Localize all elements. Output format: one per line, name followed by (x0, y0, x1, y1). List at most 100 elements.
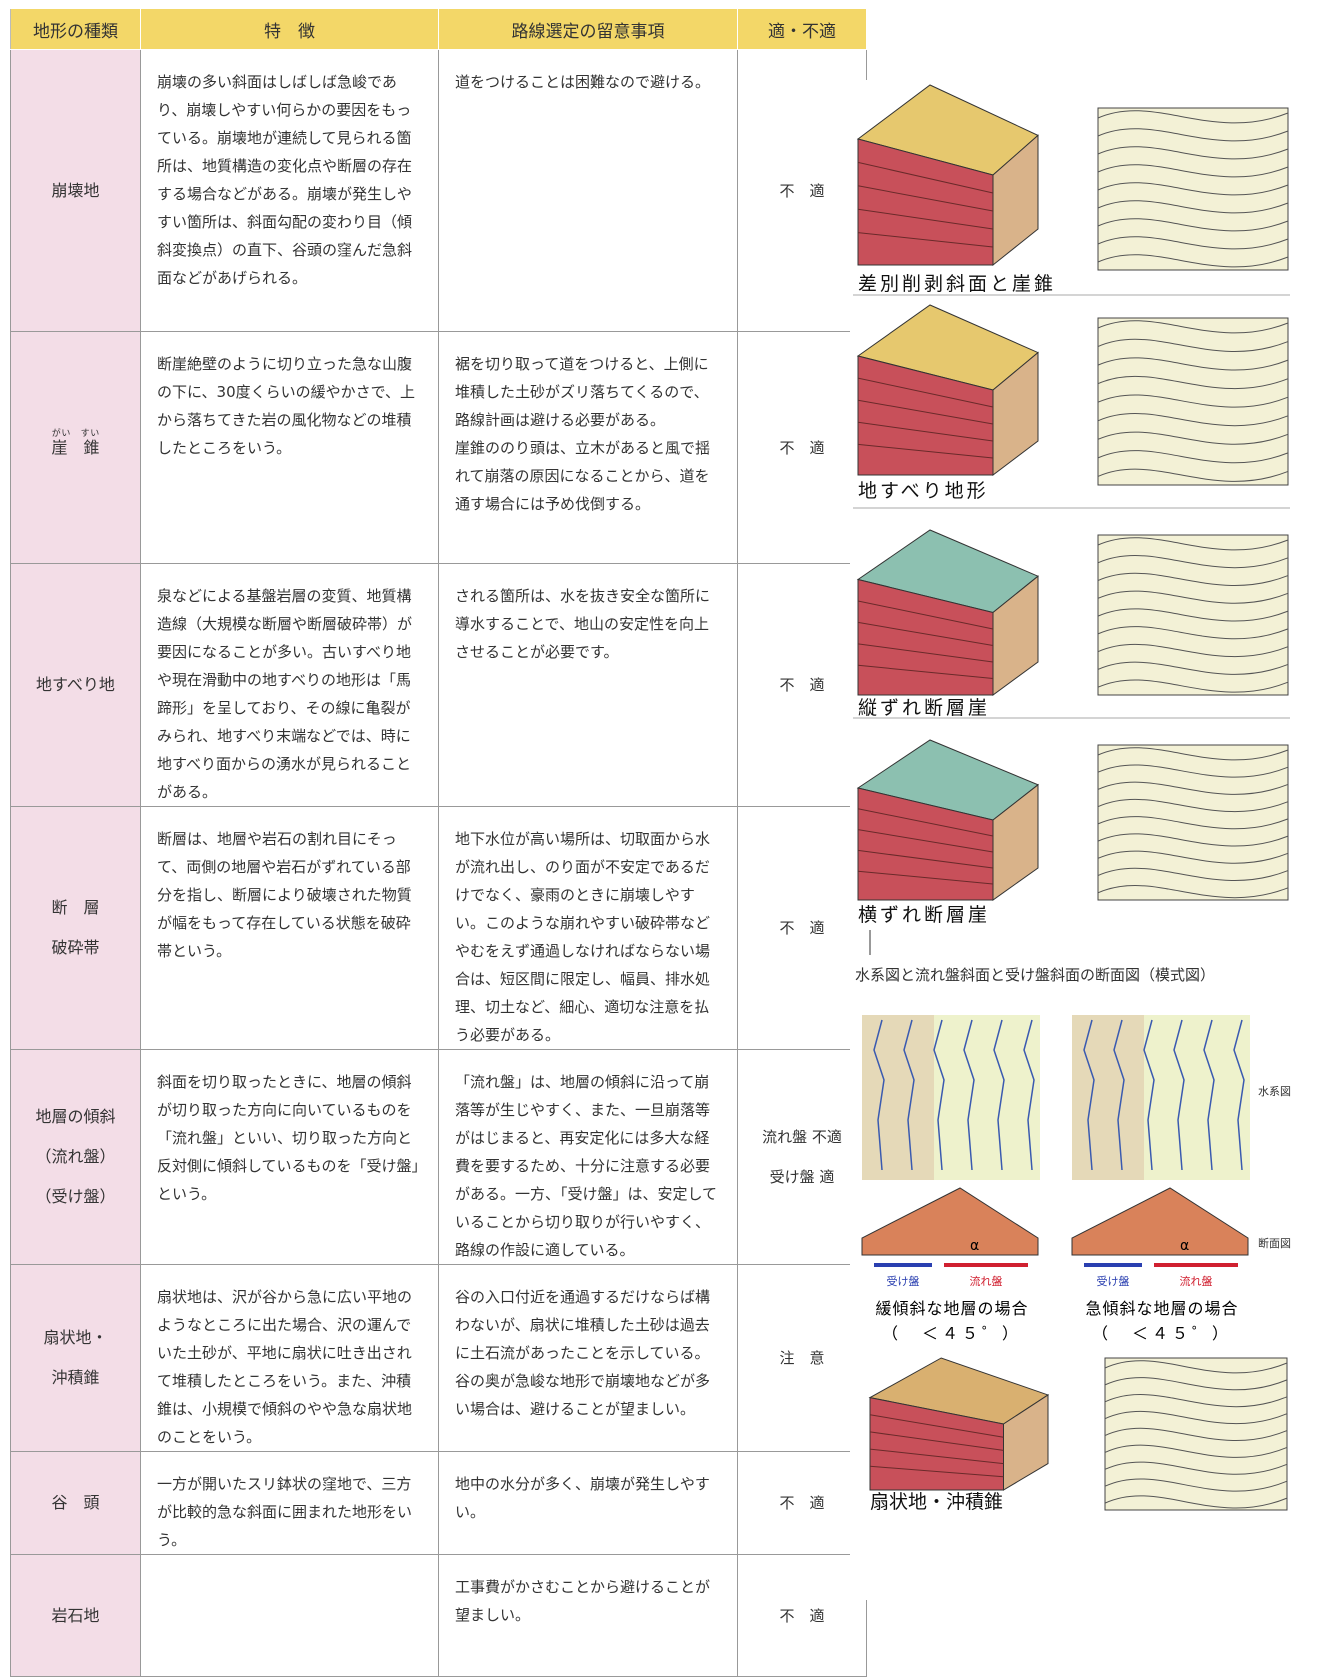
strata (857, 600, 994, 630)
figure-caption: 差別削剥斜面と崖錐 (858, 273, 1056, 295)
feature: 崩壊の多い斜面はしばしば急峻であり、崩壊しやすい何らかの要因をもっている。崩壊地… (140, 49, 439, 332)
table-body: 崩壊地 崩壊の多い斜面はしばしば急峻であり、崩壊しやすい何らかの要因をもっている。… (10, 49, 867, 1677)
table-row: 地層の傾斜 （流れ盤） （受け盤） 斜面を切り取ったときに、地層の傾斜が切り取った… (10, 1049, 867, 1265)
drainage-title: 水系図と流れ盤斜面と受け盤斜面の断面図（模式図） (855, 966, 1215, 984)
contour (1097, 450, 1289, 464)
terrain-type: 崖 錐がい すい (10, 331, 141, 564)
suitability: 不 適 (737, 331, 867, 564)
contour (1097, 375, 1289, 390)
feature: 断崖絶壁のように切り立った急な山腹の下に、30度くらいの緩やかさで、上から落ちて… (140, 331, 439, 564)
terrain-table: 地形の種類特 徴路線選定の留意事項 適・不適 崩壊地 崩壊の多い斜面はしばしば急峻で… (10, 8, 867, 1677)
contour (1097, 850, 1289, 864)
strata (857, 664, 994, 679)
stream (963, 1019, 975, 1171)
strata (857, 161, 994, 194)
section-label: 断面図 (1258, 1236, 1291, 1250)
notes: 地中の水分が多く、崩壊が発生しやすい。 (438, 1451, 738, 1555)
contour (1097, 394, 1289, 408)
feature: 扇状地は、沢が谷から急に広い平地のようなところに出た場合、沢の運んでいた土砂が、… (140, 1264, 439, 1452)
table-row: 地すべり地 泉などによる基盤岩層の変質、地質構造線（大規模な断層や断層破砕帯）が要… (10, 563, 867, 807)
contour (1097, 338, 1289, 352)
case-label: 緩傾斜な地層の場合 (875, 1299, 1028, 1318)
contour (1097, 626, 1289, 640)
feature: 斜面を切り取ったときに、地層の傾斜が切り取った方向に向いているものを「流れ盤」と… (140, 1049, 439, 1265)
contour (1097, 643, 1289, 658)
terrain-type-text: 崖 錐 (51, 437, 100, 457)
contour (1097, 555, 1289, 569)
stream (993, 1019, 1005, 1171)
contour (1097, 816, 1289, 830)
contour (1104, 1444, 1288, 1458)
contour (1097, 885, 1289, 899)
stream (1173, 1019, 1185, 1171)
strata (857, 443, 994, 459)
contour (1104, 1427, 1288, 1441)
contour (1097, 110, 1289, 124)
contour (1097, 679, 1289, 693)
contour (1104, 1478, 1288, 1492)
contour (1097, 572, 1289, 586)
figure-caption: 地すべり地形 (858, 480, 989, 502)
cross-section (861, 1187, 1039, 1256)
ruby: 崖 錐がい すい (51, 429, 100, 457)
receiving-bar (1084, 1263, 1142, 1267)
terrain-type: 崩壊地 (10, 49, 141, 332)
terrain-type-text: 谷 頭 (51, 1493, 100, 1512)
terrain-type: 地すべり地 (10, 563, 141, 807)
suitability: 不 適 (737, 563, 867, 807)
figure-caption: 横ずれ断層崖 (858, 904, 990, 926)
contour (1097, 781, 1289, 795)
stream (1233, 1019, 1245, 1171)
strata (869, 1431, 1004, 1451)
contour (1097, 357, 1289, 371)
contour (1104, 1360, 1288, 1374)
flowing-label: 流れ盤 (970, 1274, 1003, 1288)
terrain-type-text: 断 層 破砕帯 (51, 898, 100, 957)
figure-caption: 縦ずれ断層崖 (858, 697, 990, 719)
contour (1097, 218, 1289, 232)
receiving-label: 受け盤 (1097, 1275, 1130, 1288)
drainage-right (1144, 1015, 1250, 1180)
strata (857, 621, 994, 646)
notes: 「流れ盤」は、地層の傾斜に沿って崩落等が生じやすく、また、一旦崩落等がはじまると… (438, 1049, 738, 1265)
header-cell: 地形の種類 (10, 8, 141, 50)
strata (857, 208, 994, 230)
contour (1097, 413, 1289, 427)
strata (869, 1414, 1004, 1438)
contour (1097, 164, 1289, 178)
receiving-bar (874, 1263, 932, 1267)
drainage-left (1072, 1015, 1144, 1180)
block-side (992, 351, 1039, 477)
table-row: 崩壊地 崩壊の多い斜面はしばしば急峻であり、崩壊しやすい何らかの要因をもっている。… (10, 49, 867, 332)
notes: 谷の入口付近を通過するだけならば構わないが、扇状に堆積した土砂は過去に土石流があ… (438, 1264, 738, 1452)
contour (1097, 590, 1289, 604)
drainage-left (862, 1015, 934, 1180)
stream (1143, 1019, 1155, 1171)
contour (1097, 254, 1289, 268)
contour (1104, 1410, 1288, 1425)
stream (1203, 1019, 1215, 1171)
flowing-label: 流れ盤 (1180, 1274, 1213, 1288)
block-side (992, 783, 1039, 901)
contour (1097, 537, 1289, 551)
cross-section (1071, 1187, 1249, 1256)
notes: 地下水位が高い場所は、切取面から水が流れ出し、のり面が不安定であるだけでなく、豪… (438, 806, 738, 1050)
drainage-right (934, 1015, 1040, 1180)
feature: 泉などによる基盤岩層の変質、地質構造線（大規模な断層や断層破砕帯）が要因になるこ… (140, 563, 439, 807)
stream (1113, 1019, 1125, 1171)
header-cell: 適・不適 (737, 8, 867, 50)
block-side (992, 134, 1039, 267)
reading: がい すい (51, 428, 100, 439)
strata (869, 1465, 1004, 1478)
contour (1097, 182, 1289, 196)
alpha: α (1180, 1238, 1189, 1254)
strata (869, 1448, 1004, 1465)
terrain-type: 谷 頭 (10, 1451, 141, 1555)
notes: 裾を切り取って道をつけると、上側に堆積した土砂がズリ落ちてくるので、路線計画は避… (438, 331, 738, 564)
strata (857, 185, 994, 212)
suitability: 不 適 (737, 49, 867, 332)
drainage-label: 水系図 (1258, 1085, 1291, 1098)
topo-map (1097, 107, 1289, 271)
strata (857, 849, 994, 869)
contour (1097, 200, 1289, 214)
